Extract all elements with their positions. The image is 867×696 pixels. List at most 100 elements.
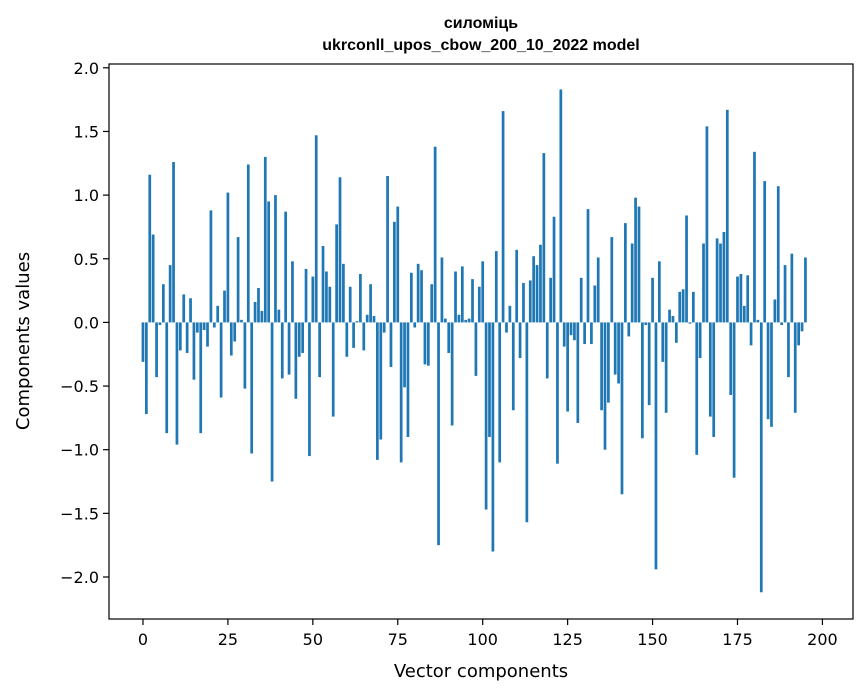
bar-14 (189, 298, 192, 323)
bar-19 (206, 322, 209, 347)
bar-72 (386, 176, 389, 323)
x-tick-label: 200 (807, 630, 838, 649)
bar-146 (637, 206, 641, 323)
bar-132 (590, 322, 593, 345)
bar-46 (297, 322, 301, 357)
bar-151 (654, 322, 658, 570)
bar-183 (763, 181, 767, 323)
bar-175 (736, 276, 739, 323)
bar-78 (406, 322, 410, 437)
bar-69 (376, 322, 379, 460)
y-tick-label: −0.5 (60, 377, 99, 396)
bar-89 (443, 318, 447, 323)
x-tick-label: 0 (138, 630, 148, 649)
bar-98 (474, 322, 478, 376)
bar-127 (573, 322, 576, 341)
bar-35 (260, 310, 264, 323)
bar-17 (199, 322, 203, 434)
bar-140 (617, 322, 620, 384)
bar-192 (793, 322, 797, 413)
bar-90 (447, 322, 451, 353)
bar-7 (165, 322, 169, 434)
bar-75 (396, 206, 400, 323)
bar-49 (308, 322, 311, 457)
bar-181 (756, 319, 760, 323)
bar-179 (749, 322, 753, 346)
bar-34 (257, 288, 260, 323)
bar-160 (685, 215, 688, 323)
bar-131 (586, 209, 590, 323)
y-tick-label: −1.5 (60, 504, 99, 523)
bar-137 (607, 322, 610, 403)
x-tick-label: 25 (218, 630, 238, 649)
bar-116 (535, 265, 539, 323)
bar-80 (413, 322, 417, 328)
bar-188 (780, 322, 784, 325)
x-axis-ticks: 0 25 50 75 100 125 150 175 200 (138, 619, 838, 649)
bar-91 (450, 322, 454, 426)
bar-148 (644, 322, 648, 325)
bar-164 (698, 322, 702, 359)
bar-84 (426, 322, 430, 366)
bar-108 (508, 305, 512, 323)
bar-81 (416, 263, 420, 323)
chart-title: силоміць (444, 15, 518, 32)
bar-65 (362, 322, 366, 351)
bar-99 (477, 286, 481, 323)
bar-93 (457, 314, 461, 323)
bar-87 (437, 322, 440, 546)
bar-8 (168, 265, 172, 323)
bar-172 (725, 109, 729, 323)
bar-88 (440, 257, 444, 323)
bar-167 (708, 322, 712, 417)
x-tick-label: 125 (552, 630, 583, 649)
bar-47 (301, 322, 304, 353)
bar-59 (342, 263, 345, 323)
bar-170 (719, 243, 722, 323)
bar-45 (294, 322, 298, 399)
bar-2 (148, 174, 152, 323)
bar-118 (542, 153, 546, 323)
x-axis-label: Vector components (394, 661, 568, 682)
bar-156 (671, 316, 675, 323)
bar-52 (318, 322, 321, 378)
bar-144 (630, 243, 634, 323)
bar-28 (236, 237, 240, 323)
bar-186 (773, 299, 777, 323)
bar-85 (430, 284, 434, 323)
bar-16 (195, 322, 199, 333)
bar-178 (746, 275, 750, 323)
bar-76 (399, 322, 403, 463)
bar-165 (702, 243, 705, 323)
bar-125 (566, 322, 569, 412)
bar-9 (172, 162, 175, 323)
bar-157 (674, 322, 678, 343)
bar-166 (705, 126, 709, 323)
bar-56 (331, 322, 335, 417)
bar-190 (787, 322, 790, 378)
x-tick-label: 50 (303, 630, 323, 649)
bar-79 (410, 272, 413, 323)
bar-111 (518, 322, 522, 359)
bar-94 (460, 266, 464, 323)
bar-126 (569, 322, 573, 336)
bar-77 (403, 322, 406, 388)
bar-195 (804, 257, 807, 323)
bar-177 (742, 305, 746, 323)
bar-155 (668, 309, 671, 323)
bar-182 (759, 322, 763, 593)
bar-61 (348, 286, 352, 323)
bar-174 (732, 322, 736, 478)
bar-129 (579, 277, 583, 323)
bars-group (141, 89, 807, 593)
bar-39 (274, 195, 277, 323)
bar-27 (233, 322, 237, 342)
bar-171 (722, 232, 726, 323)
bar-189 (783, 265, 787, 323)
bar-55 (328, 286, 332, 323)
bar-187 (776, 186, 780, 323)
bar-100 (481, 261, 485, 323)
bar-67 (369, 284, 372, 323)
bar-30 (243, 322, 247, 389)
bar-66 (365, 314, 369, 323)
